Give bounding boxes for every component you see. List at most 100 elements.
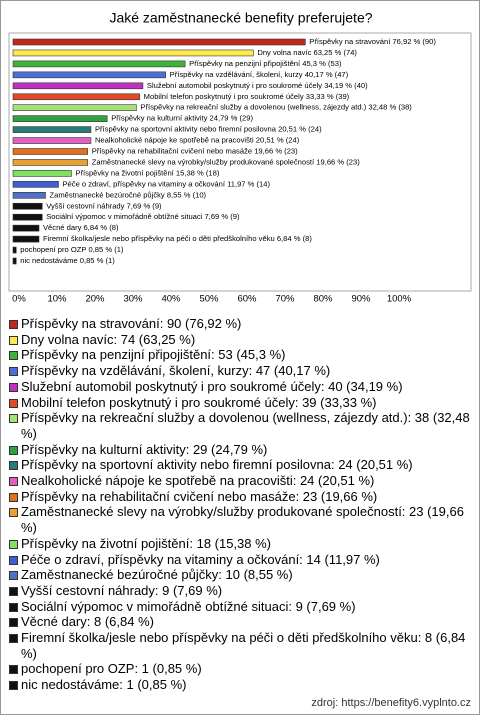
legend-label: Zaměstnanecké slevy na výrobky/služby pr… [21,504,464,536]
legend-marker [9,477,18,487]
bar-label: Zaměstnanecké bezúročné půjčky 8,55 % (1… [49,190,206,199]
bar-label: Příspěvky na vzdělávání, školení, kurzy … [170,70,349,79]
legend-label: Příspěvky na stravování: 90 (76,92 %) [21,316,242,331]
bar [12,213,43,221]
legend-item: Firemní školka/jesle nebo příspěvky na p… [9,630,471,661]
bar-label: Sociální výpomoc v mimořádně obtížné sit… [46,212,240,221]
x-tick-label: 90% [351,294,371,305]
bar [12,82,144,90]
legend-item: Zaměstnanecké bezúročné půjčky: 10 (8,55… [9,567,471,583]
legend-label: Služební automobil poskytnutý i pro souk… [21,378,403,394]
legend-label: Péče o zdraví, příspěvky na vitaminy a o… [21,551,380,567]
legend-marker [9,555,18,565]
bar [12,235,40,243]
bar-label: Příspěvky na stravování 76,92 % (90) [309,37,436,46]
bar [12,60,186,68]
legend-label: Sociální výpomoc v mimořádně obtížné sit… [21,598,356,614]
bar [12,71,166,79]
legend-label: Příspěvky na rehabilitační cvičení nebo … [21,488,378,504]
legend-marker [9,351,18,361]
legend-item: Zaměstnanecké slevy na výrobky/služby pr… [9,504,471,535]
legend-marker [9,539,18,549]
bar-label: Nealkoholické nápoje ke spotřebě na prac… [95,136,300,145]
x-tick-label: 80% [313,294,333,305]
legend-label: Věcné dary: 8 (6,84 %) [21,614,154,630]
legend-marker [9,665,18,675]
bar-label: Příspěvky na kulturní aktivity 24,79 % (… [111,114,253,123]
legend-item: nic nedostáváme: 1 (0,85 %) [9,677,471,693]
bar [12,181,59,188]
legend-item: Služební automobil poskytnutý i pro souk… [9,379,471,395]
bar [12,224,40,232]
legend-marker [9,586,18,596]
x-tick-label: 100% [387,294,412,305]
x-tick-label: 40% [161,294,181,305]
legend: Příspěvky na stravování: 90 (76,92 %) Dny… [9,316,471,693]
x-tick-label: 30% [123,294,143,305]
bar [12,148,89,155]
legend-label: Příspěvky na kulturní aktivity: 29 (24,7… [21,441,268,457]
legend-item: Příspěvky na vzdělávání, školení, kurzy:… [9,363,471,379]
bar [12,192,46,199]
legend-marker [9,320,18,329]
bar [12,202,43,210]
legend-item: Péče o zdraví, příspěvky na vitaminy a o… [9,552,471,568]
legend-label: Příspěvky na rekreační služby a dovoleno… [21,410,470,441]
bar [12,38,306,46]
bar-label: Péče o zdraví, příspěvky na vitaminy a o… [62,179,270,188]
legend-item: Mobilní telefon poskytnutý i pro soukrom… [9,395,471,411]
legend-label: pochopení pro OZP: 1 (0,85 %) [21,661,202,677]
legend-marker [9,492,18,502]
bar [12,159,89,166]
legend-marker [9,382,18,392]
legend-marker [9,398,18,408]
source: zdroj: https://benefity6.vyplnto.cz [311,697,471,709]
legend-item: Nealkoholické nápoje ke spotřebě na prac… [9,473,471,489]
bar [12,170,72,177]
bar [12,104,137,111]
bar [12,115,108,122]
bar [12,246,17,254]
bar [12,49,254,57]
legend-marker [9,414,18,424]
legend-label: Firemní školka/jesle nebo příspěvky na p… [21,630,466,661]
bar [12,126,92,133]
bar-label: Zaměstnanecké slevy na výrobky/služby pr… [92,157,361,166]
legend-item: Příspěvky na rehabilitační cvičení nebo … [9,489,471,505]
bar [12,93,140,101]
bar-label: Služební automobil poskytnutý i pro souk… [147,81,368,90]
bar-label: nic nedostáváme 0,85 % (1) [20,256,115,265]
legend-marker [9,367,18,377]
bar-label: Firemní školka/jesle nebo příspěvky na p… [43,234,312,243]
legend-item: Příspěvky na životní pojištění: 18 (15,3… [9,536,471,552]
x-tick-label: 50% [199,294,219,305]
chart-title: Jaké zaměstnanecké benefity preferujete? [109,10,372,26]
legend-item: Příspěvky na rekreační služby a dovoleno… [9,410,471,441]
bar-label: Příspěvky na životní pojištění 15,38 % (… [75,168,219,177]
legend-item: pochopení pro OZP: 1 (0,85 %) [9,661,471,677]
legend-item: Příspěvky na penzijní připojištění: 53 (… [9,347,471,363]
legend-item: Dny volna navíc: 74 (63,25 %) [9,332,471,348]
legend-marker [9,602,18,612]
legend-label: Příspěvky na vzdělávání, školení, kurzy:… [21,363,331,379]
legend-marker [9,618,18,628]
legend-label: nic nedostáváme: 1 (0,85 %) [21,677,187,693]
legend-item: Příspěvky na stravování: 90 (76,92 %) [9,316,471,332]
legend-marker [9,634,18,644]
legend-label: Nealkoholické nápoje ke spotřebě na prac… [21,473,375,489]
bar-label: Příspěvky na sportovní aktivity nebo fir… [95,125,322,134]
legend-marker [9,335,18,345]
bar-label: pochopení pro OZP 0,85 % (1) [20,245,124,254]
bar-label: Mobilní telefon poskytnutý i pro soukrom… [144,92,350,101]
legend-marker [9,445,18,455]
x-tick-label: 10% [47,294,67,305]
legend-marker [9,681,18,691]
legend-label: Příspěvky na penzijní připojištění: 53 (… [21,347,286,363]
legend-label: Vyšší cestovní náhrady: 9 (7,69 %) [21,582,223,598]
chart: Jaké zaměstnanecké benefity preferujete?… [8,10,472,305]
bar-label: Věcné dary 6,84 % (8) [43,223,119,232]
bar [12,257,17,265]
legend-label: Dny volna navíc: 74 (63,25 %) [21,331,196,347]
bar-label: Dny volna navíc 63,25 % (74) [257,48,357,57]
